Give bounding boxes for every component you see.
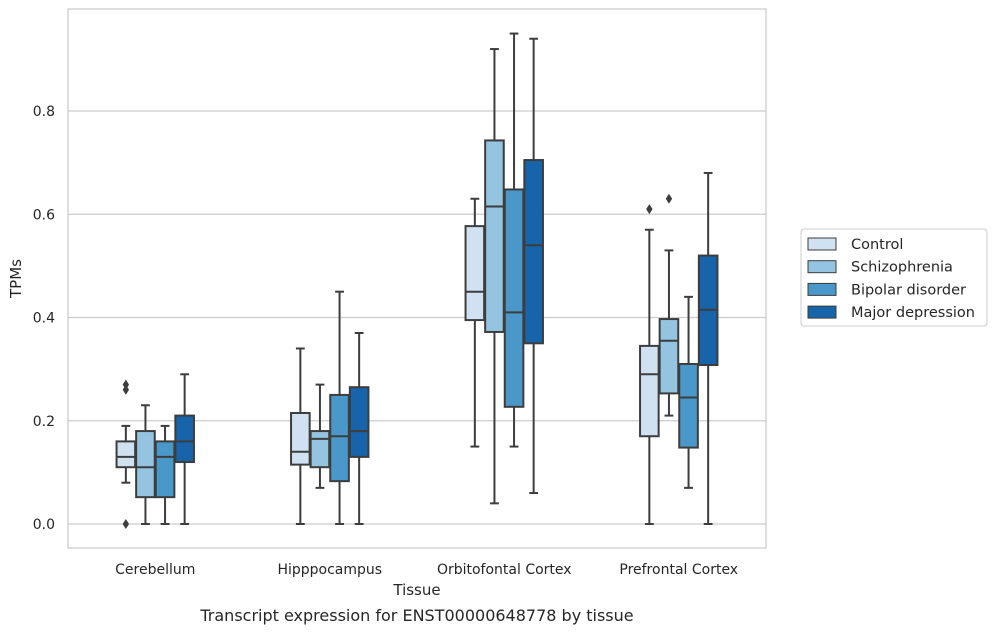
box-schizophrenia bbox=[658, 193, 680, 417]
outlier-point bbox=[122, 519, 130, 529]
iqr-box bbox=[348, 386, 370, 458]
iqr-box bbox=[523, 159, 544, 345]
box-schizophrenia bbox=[484, 48, 505, 505]
y-tick-label: 0.8 bbox=[33, 104, 55, 120]
plot-frame bbox=[67, 8, 767, 549]
iqr-box bbox=[290, 412, 311, 466]
legend-label: Control bbox=[851, 237, 903, 253]
iqr-box bbox=[174, 414, 195, 464]
box-bipolar-disorder bbox=[678, 295, 699, 489]
x-tick-label: Cerebellum bbox=[115, 562, 195, 578]
y-tick-label: 0.2 bbox=[33, 414, 55, 430]
x-tick-label: Orbitofontal Cortex bbox=[437, 562, 572, 578]
box-control bbox=[464, 197, 486, 448]
iqr-box bbox=[115, 440, 137, 469]
x-tick-labels: Cerebellum Hipppocampus Orbitofontal Corte… bbox=[115, 562, 738, 578]
box-bipolar-disorder bbox=[154, 424, 176, 525]
outlier-point bbox=[646, 204, 653, 215]
figure-caption: Transcript expression for ENST0000064877… bbox=[200, 606, 634, 625]
box-bipolar-disorder bbox=[503, 32, 525, 448]
box-schizophrenia bbox=[135, 404, 156, 525]
legend-label: Schizophrenia bbox=[851, 260, 953, 276]
outlier-point bbox=[122, 379, 130, 390]
y-tick-labels: 0.0 0.2 0.4 0.6 0.8 bbox=[33, 104, 55, 533]
iqr-box bbox=[678, 362, 699, 449]
box-major-depression bbox=[174, 373, 195, 525]
box-schizophrenia bbox=[309, 383, 331, 489]
box-major-depression bbox=[348, 331, 370, 525]
box-major-depression bbox=[697, 171, 719, 525]
boxes bbox=[115, 32, 719, 529]
iqr-box bbox=[639, 344, 660, 438]
legend-frame bbox=[800, 228, 988, 327]
legend-swatch bbox=[807, 237, 837, 251]
x-axis-label: Tissue bbox=[392, 581, 440, 599]
y-tick-label: 0.4 bbox=[33, 311, 55, 327]
iqr-box bbox=[329, 393, 350, 483]
y-tick-label: 0.6 bbox=[33, 207, 55, 223]
box-control bbox=[115, 379, 137, 529]
iqr-box bbox=[658, 318, 680, 395]
iqr-box bbox=[464, 225, 486, 322]
y-tick-label: 0.0 bbox=[33, 517, 55, 533]
box-bipolar-disorder bbox=[329, 290, 350, 525]
outlier-point bbox=[665, 193, 673, 204]
x-tick-label: Hipppocampus bbox=[277, 562, 382, 578]
legend: Control Schizophrenia Bipolar disorder Majo… bbox=[800, 228, 988, 327]
y-axis-label: TPMs bbox=[7, 259, 25, 299]
x-tick-label: Prefrontal Cortex bbox=[619, 562, 738, 578]
iqr-box bbox=[135, 430, 156, 499]
box-major-depression bbox=[523, 37, 544, 495]
iqr-box bbox=[309, 430, 331, 469]
legend-swatch bbox=[807, 260, 837, 274]
legend-swatch bbox=[807, 282, 837, 296]
legend-swatch bbox=[807, 305, 837, 319]
box-control bbox=[290, 347, 311, 525]
iqr-box bbox=[154, 440, 176, 499]
box-control bbox=[639, 204, 660, 525]
iqr-box bbox=[484, 139, 505, 333]
legend-label: Bipolar disorder bbox=[851, 282, 966, 298]
legend-label: Major depression bbox=[851, 305, 975, 321]
iqr-box bbox=[503, 188, 525, 408]
outlier-point bbox=[122, 384, 130, 395]
